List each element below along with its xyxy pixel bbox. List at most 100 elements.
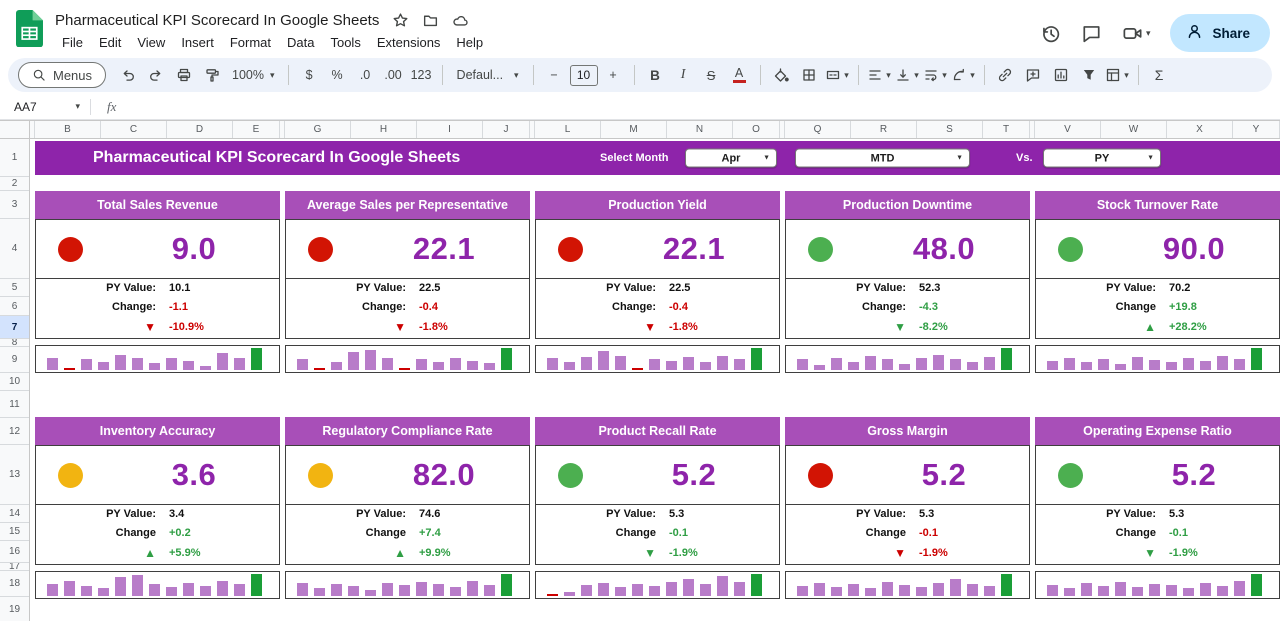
column-header-x[interactable]: X xyxy=(1167,121,1233,138)
menu-view[interactable]: View xyxy=(137,35,166,50)
text-rotation-button[interactable]: ▾ xyxy=(951,63,976,88)
bold-button[interactable]: B xyxy=(650,67,660,83)
column-header-m[interactable]: M xyxy=(601,121,667,138)
text-color-button[interactable]: A xyxy=(727,63,752,88)
month-dropdown[interactable]: Apr ▼ xyxy=(685,148,777,168)
menu-edit[interactable]: Edit xyxy=(98,35,122,50)
star-icon[interactable] xyxy=(392,12,409,29)
row-header-11[interactable]: 11 xyxy=(0,391,29,418)
zoom-select[interactable]: 100% ▾ xyxy=(227,63,280,88)
version-history-icon[interactable] xyxy=(1040,23,1061,44)
redo-icon[interactable] xyxy=(143,63,168,88)
column-header-h[interactable]: H xyxy=(351,121,417,138)
row-header-16[interactable]: 16 xyxy=(0,541,29,563)
video-call-icon[interactable]: ▾ xyxy=(1122,23,1151,44)
comments-icon[interactable] xyxy=(1081,23,1102,44)
column-header-o[interactable]: O xyxy=(733,121,780,138)
insert-chart-icon[interactable] xyxy=(1049,63,1074,88)
column-header-s[interactable]: S xyxy=(917,121,983,138)
column-header-q[interactable]: Q xyxy=(785,121,851,138)
paint-format-icon[interactable] xyxy=(199,63,224,88)
column-header-r[interactable]: R xyxy=(851,121,917,138)
row-header-12[interactable]: 12 xyxy=(0,418,29,445)
column-header-n[interactable]: N xyxy=(667,121,733,138)
undo-icon[interactable] xyxy=(115,63,140,88)
column-header-b[interactable]: B xyxy=(35,121,101,138)
row-header-14[interactable]: 14 xyxy=(0,505,29,523)
row-header-1[interactable]: 1 xyxy=(0,139,29,177)
horizontal-align-button[interactable]: ▾ xyxy=(867,63,892,88)
functions-button[interactable]: Σ xyxy=(1154,67,1164,83)
row-header-13[interactable]: 13 xyxy=(0,445,29,505)
filter-icon[interactable] xyxy=(1077,63,1102,88)
share-button[interactable]: Share xyxy=(1170,14,1270,52)
sparkline-bar xyxy=(365,346,376,370)
menu-insert[interactable]: Insert xyxy=(181,35,214,50)
font-size-input[interactable]: 10 xyxy=(569,64,598,86)
column-header-e[interactable]: E xyxy=(233,121,280,138)
video-call-caret-icon[interactable]: ▾ xyxy=(1145,27,1151,38)
row-header-17[interactable]: 17 xyxy=(0,563,29,571)
print-icon[interactable] xyxy=(171,63,196,88)
row-header-3[interactable]: 3 xyxy=(0,191,29,219)
row-header-7[interactable]: 7 xyxy=(0,316,29,339)
select-all-corner[interactable] xyxy=(0,121,30,139)
column-header-v[interactable]: V xyxy=(1035,121,1101,138)
row-header-2[interactable]: 2 xyxy=(0,177,29,191)
row-header-18[interactable]: 18 xyxy=(0,571,29,597)
cloud-saved-icon[interactable] xyxy=(452,12,469,29)
menu-file[interactable]: File xyxy=(62,35,83,50)
grid-canvas[interactable]: Pharmaceutical KPI Scorecard In Google S… xyxy=(30,139,1280,621)
format-currency-button[interactable]: $ xyxy=(305,68,313,82)
row-header-6[interactable]: 6 xyxy=(0,297,29,316)
font-select[interactable]: Defaul... ▾ xyxy=(451,63,525,88)
italic-button[interactable]: I xyxy=(680,67,686,82)
text-wrap-button[interactable]: ▾ xyxy=(923,63,948,88)
row-header-15[interactable]: 15 xyxy=(0,523,29,541)
increase-decimal-button[interactable]: .00 xyxy=(384,68,402,82)
fill-color-icon[interactable] xyxy=(769,63,794,88)
increase-font-size-button[interactable]: + xyxy=(609,68,617,82)
decrease-font-size-button[interactable]: − xyxy=(550,68,558,82)
merge-cells-button[interactable]: ▾ xyxy=(825,63,850,88)
row-header-10[interactable]: 10 xyxy=(0,373,29,391)
name-box[interactable]: AA7 ▾ xyxy=(0,94,90,119)
move-folder-icon[interactable] xyxy=(422,12,439,29)
menus-search-button[interactable]: Menus xyxy=(18,62,107,88)
menu-tools[interactable]: Tools xyxy=(330,35,361,50)
insert-link-icon[interactable] xyxy=(993,63,1018,88)
vertical-align-button[interactable]: ▾ xyxy=(895,63,920,88)
column-header-y[interactable]: Y xyxy=(1233,121,1280,138)
insert-comment-icon[interactable] xyxy=(1021,63,1046,88)
column-header-l[interactable]: L xyxy=(535,121,601,138)
menu-help[interactable]: Help xyxy=(456,35,484,50)
row-header-19[interactable]: 19 xyxy=(0,597,29,621)
menu-data[interactable]: Data xyxy=(287,35,315,50)
menu-format[interactable]: Format xyxy=(229,35,271,50)
column-header-w[interactable]: W xyxy=(1101,121,1167,138)
number-format-button[interactable]: 123 xyxy=(410,68,432,82)
menu-extensions[interactable]: Extensions xyxy=(376,35,441,50)
column-header-j[interactable]: J xyxy=(483,121,530,138)
column-header-t[interactable]: T xyxy=(983,121,1030,138)
decrease-decimal-button[interactable]: .0 xyxy=(359,68,371,82)
formula-input[interactable] xyxy=(116,94,1280,119)
row-header-5[interactable]: 5 xyxy=(0,279,29,297)
column-header-g[interactable]: G xyxy=(285,121,351,138)
row-header-9[interactable]: 9 xyxy=(0,347,29,373)
borders-icon[interactable] xyxy=(797,63,822,88)
row-header-4[interactable]: 4 xyxy=(0,219,29,279)
column-header-i[interactable]: I xyxy=(417,121,483,138)
strikethrough-button[interactable]: S xyxy=(706,67,716,83)
kpi-sparkline xyxy=(35,571,280,599)
column-header-c[interactable]: C xyxy=(101,121,167,138)
sheets-logo-icon[interactable] xyxy=(16,10,43,48)
row-header-8[interactable]: 8 xyxy=(0,339,29,347)
compare-dropdown[interactable]: PY ▼ xyxy=(1043,148,1161,168)
column-header-d[interactable]: D xyxy=(167,121,233,138)
period-dropdown[interactable]: MTD ▼ xyxy=(795,148,970,168)
sparkline-bar xyxy=(581,572,592,596)
table-views-button[interactable]: ▾ xyxy=(1105,63,1130,88)
format-percent-button[interactable]: % xyxy=(331,68,343,82)
document-title[interactable]: Pharmaceutical KPI Scorecard In Google S… xyxy=(55,11,380,29)
